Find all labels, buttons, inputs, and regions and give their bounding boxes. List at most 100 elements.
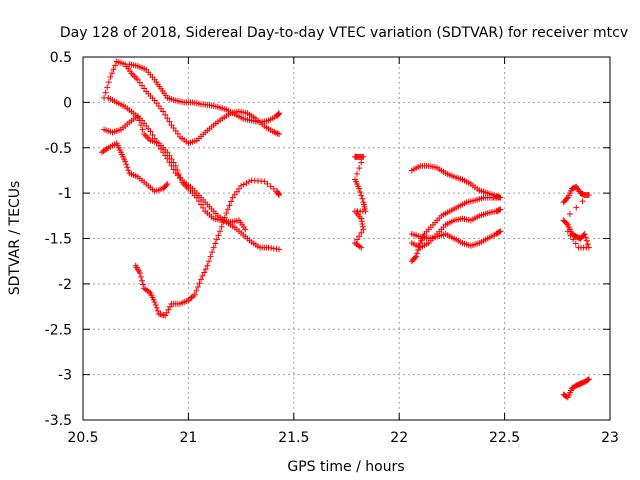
data-point — [193, 287, 200, 294]
data-point — [183, 183, 190, 190]
data-point — [196, 280, 203, 287]
data-point — [162, 312, 169, 319]
series-track-11 — [408, 206, 504, 251]
data-point — [122, 158, 129, 165]
data-point — [573, 204, 580, 211]
data-point — [564, 228, 571, 235]
data-point — [243, 180, 250, 187]
data-point — [170, 159, 177, 166]
data-point — [137, 273, 144, 280]
data-point — [168, 156, 175, 163]
data-point — [358, 215, 365, 222]
data-point — [246, 178, 253, 185]
series-track-5 — [98, 140, 171, 195]
data-point — [275, 191, 282, 198]
y-tick-label: -1.5 — [45, 232, 72, 248]
data-point — [359, 195, 366, 202]
data-point — [144, 134, 151, 141]
data-point — [276, 246, 283, 253]
data-point — [212, 240, 219, 247]
data-point — [177, 175, 184, 182]
data-point — [105, 79, 112, 86]
data-point — [354, 170, 361, 177]
data-point — [107, 73, 114, 80]
series-track-13 — [560, 376, 592, 401]
data-point — [213, 236, 220, 243]
data-point — [104, 84, 111, 91]
data-point — [495, 194, 502, 201]
x-tick-label: 20.5 — [67, 430, 98, 446]
data-point — [125, 167, 132, 174]
data-point — [496, 228, 503, 235]
data-point — [209, 249, 216, 256]
x-tick-label: 22 — [390, 430, 408, 446]
data-point — [102, 89, 109, 96]
x-tick-label: 21.5 — [278, 430, 309, 446]
data-point — [276, 191, 283, 198]
data-point — [153, 304, 160, 311]
data-point — [205, 258, 212, 265]
data-point — [267, 183, 274, 190]
data-point — [358, 229, 365, 236]
series-track-8 — [408, 162, 504, 201]
data-point — [276, 110, 283, 117]
data-point — [204, 262, 211, 269]
data-point — [228, 198, 235, 205]
x-tick-label: 23 — [601, 430, 619, 446]
data-point — [572, 240, 579, 247]
data-point — [164, 149, 171, 156]
data-point — [226, 202, 233, 209]
data-point — [359, 220, 366, 227]
data-point — [497, 206, 504, 213]
data-point — [240, 181, 247, 188]
data-point — [218, 223, 225, 230]
data-point — [133, 75, 140, 82]
y-tick-label: -3.5 — [45, 413, 72, 429]
data-point — [164, 181, 171, 188]
data-point — [207, 253, 214, 260]
data-point — [585, 191, 592, 198]
data-point — [276, 131, 283, 138]
data-point — [139, 277, 146, 284]
data-point — [583, 237, 590, 244]
data-point — [272, 129, 279, 136]
data-point — [358, 159, 365, 166]
data-point — [563, 195, 570, 202]
data-point — [360, 153, 367, 160]
data-point — [354, 236, 361, 243]
data-point — [130, 71, 137, 78]
x-axis-label: GPS time / hours — [287, 459, 404, 475]
data-point — [123, 161, 130, 168]
data-point — [358, 244, 365, 251]
data-point — [110, 66, 117, 73]
data-point — [497, 228, 504, 235]
chart-title: Day 128 of 2018, Sidereal Day-to-day VTE… — [60, 25, 628, 41]
y-axis-label: SDTVAR / TECUs — [7, 181, 23, 296]
data-point — [182, 182, 189, 189]
data-point — [360, 226, 367, 233]
data-point — [166, 303, 173, 310]
data-point — [136, 117, 143, 124]
data-point — [566, 210, 573, 217]
data-point — [581, 230, 588, 237]
data-point — [584, 241, 591, 248]
data-point — [210, 244, 217, 251]
data-point — [194, 284, 201, 291]
data-point — [164, 115, 171, 122]
data-point — [567, 232, 574, 239]
data-point — [220, 219, 227, 226]
data-point — [147, 128, 154, 135]
data-point — [563, 220, 570, 227]
data-point — [142, 132, 149, 139]
data-point — [166, 152, 173, 159]
axis-ticks: 20.5 21 21.5 22 22.5 23 0.5 0 -0.5 -1 -1.5 -2 -2.5 -3… — [45, 50, 619, 446]
data-point — [124, 164, 131, 171]
y-tick-label: -2.5 — [45, 322, 72, 338]
data-point — [149, 132, 156, 139]
data-point — [200, 204, 207, 211]
data-point — [238, 182, 245, 189]
data-point — [195, 198, 202, 205]
series-track-9 — [408, 194, 502, 265]
data-point — [151, 299, 158, 306]
